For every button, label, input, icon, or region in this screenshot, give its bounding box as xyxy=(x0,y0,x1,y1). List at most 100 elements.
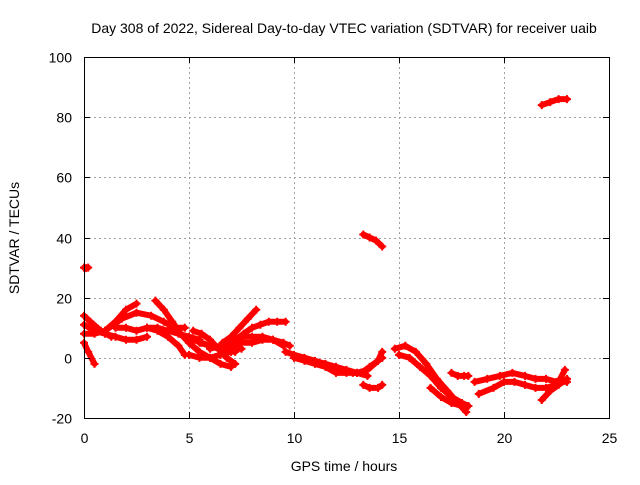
data-point xyxy=(426,383,435,392)
data-point xyxy=(546,383,555,392)
data-point xyxy=(447,398,456,407)
data-point xyxy=(235,323,244,332)
data-point xyxy=(537,395,546,404)
y-tick-label: 80 xyxy=(56,110,72,126)
data-point xyxy=(311,359,319,368)
data-point xyxy=(227,341,235,350)
data-point xyxy=(521,371,529,380)
data-point xyxy=(411,347,420,356)
series-line xyxy=(360,231,386,250)
data-point xyxy=(239,332,248,341)
data-point xyxy=(281,347,290,356)
data-point xyxy=(374,356,382,365)
data-point xyxy=(357,368,366,377)
data-point xyxy=(132,326,141,335)
series-line xyxy=(360,381,386,391)
data-point xyxy=(248,323,256,332)
y-tick-label: 40 xyxy=(56,231,72,247)
x-axis-title: GPS time / hours xyxy=(291,458,398,474)
y-tick-label: 60 xyxy=(56,170,72,186)
series-arc-9 xyxy=(143,323,189,359)
data-point xyxy=(365,362,374,371)
data-point xyxy=(489,383,498,392)
data-point xyxy=(437,392,445,401)
data-point xyxy=(151,296,160,305)
series-line xyxy=(538,96,570,109)
data-point xyxy=(195,338,204,347)
series-arc-14 xyxy=(218,305,261,347)
data-point xyxy=(365,233,374,242)
series-arc-23 xyxy=(359,230,387,251)
data-point xyxy=(122,323,130,332)
chart-title: Day 308 of 2022, Sidereal Day-to-day VTE… xyxy=(91,20,597,36)
data-point xyxy=(222,353,231,362)
data-point xyxy=(248,332,256,341)
data-point xyxy=(258,332,267,341)
x-tick-label: 0 xyxy=(81,430,89,446)
data-point xyxy=(164,332,172,341)
data-point xyxy=(147,311,156,320)
data-point xyxy=(195,353,204,362)
data-point xyxy=(371,236,380,245)
series-arc-27 xyxy=(447,368,473,380)
data-point xyxy=(374,383,382,392)
data-point xyxy=(122,335,130,344)
series-arc-29 xyxy=(474,377,561,398)
data-point xyxy=(401,341,410,350)
data-point xyxy=(168,317,177,326)
data-point xyxy=(189,335,198,344)
data-point xyxy=(176,329,185,338)
data-point xyxy=(546,98,555,107)
data-point xyxy=(111,332,120,341)
data-point xyxy=(416,362,424,371)
x-tick-label: 5 xyxy=(186,430,194,446)
data-point xyxy=(554,95,563,104)
data-point xyxy=(180,332,189,341)
data-point xyxy=(464,371,473,380)
data-point xyxy=(554,377,563,386)
data-point xyxy=(84,347,93,356)
y-tick-label: 100 xyxy=(49,50,73,66)
data-point xyxy=(180,323,189,332)
series-arc-22 xyxy=(359,380,387,392)
data-point xyxy=(474,389,483,398)
data-point xyxy=(143,332,151,341)
data-point xyxy=(405,353,414,362)
data-point xyxy=(86,317,95,326)
data-point xyxy=(117,314,126,323)
data-point xyxy=(111,323,120,332)
x-tick-label: 15 xyxy=(392,430,408,446)
data-point xyxy=(279,341,288,350)
data-point xyxy=(332,362,340,371)
data-point xyxy=(378,380,387,389)
y-tick-label: -20 xyxy=(52,411,72,427)
x-tick-label: 20 xyxy=(497,430,513,446)
data-point xyxy=(252,305,261,314)
y-tick-label: 0 xyxy=(64,351,72,367)
data-point xyxy=(269,335,277,344)
data-point xyxy=(197,329,206,338)
data-point xyxy=(563,95,571,104)
data-point xyxy=(531,374,540,383)
data-point xyxy=(243,314,252,323)
data-point xyxy=(348,368,357,377)
data-point xyxy=(90,329,99,338)
data-point xyxy=(378,242,387,251)
data-point xyxy=(84,263,93,272)
data-point xyxy=(290,353,298,362)
data-point xyxy=(395,350,403,359)
data-point xyxy=(483,374,492,383)
data-point xyxy=(531,383,540,392)
data-point xyxy=(560,365,569,374)
data-point xyxy=(563,374,571,383)
axis-ticks: 0 5 10 15 20 25 -20 0 20 40 60 80 100 xyxy=(49,50,618,447)
data-point xyxy=(359,230,368,239)
y-axis-title: SDTVAR / TECUs xyxy=(6,182,22,294)
data-series xyxy=(80,95,571,416)
data-point xyxy=(132,335,141,344)
data-point xyxy=(101,326,109,335)
data-point xyxy=(537,101,546,110)
series-arc-21 xyxy=(348,353,387,377)
